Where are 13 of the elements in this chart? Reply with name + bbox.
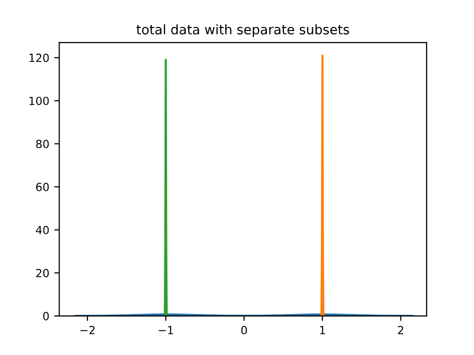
y-tick-label: 80: [36, 140, 49, 148]
y-tick-label: 120: [30, 54, 49, 62]
y-tick-label: 60: [36, 182, 49, 192]
x-tick-label: −2: [80, 326, 95, 334]
chart-title: total data with separate subsets: [136, 24, 350, 38]
x-tick-label: 1: [320, 326, 325, 334]
y-tick-label: 100: [30, 96, 49, 106]
y-tick-label: 40: [36, 226, 49, 234]
x-tick-label: 2: [398, 326, 404, 334]
x-tick-label: −1: [158, 326, 173, 334]
y-tick-label: 20: [36, 268, 49, 278]
y-tick-label: 0: [43, 312, 49, 320]
x-tick-label: 0: [241, 326, 247, 334]
